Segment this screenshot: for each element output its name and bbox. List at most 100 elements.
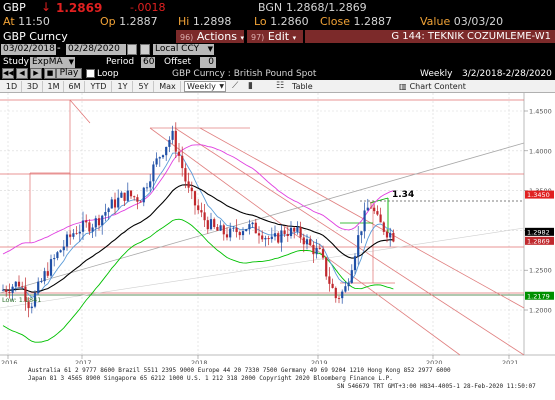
open-label: Op — [100, 15, 116, 28]
stop-icon[interactable]: ■ — [44, 68, 56, 79]
value-date-field: Value 03/03/20 — [420, 15, 503, 28]
high-field: Hi 1.2898 — [178, 15, 231, 28]
loop-checkbox[interactable] — [86, 69, 95, 78]
candle-body — [187, 181, 190, 188]
candle-body — [350, 270, 353, 283]
step-back-icon[interactable]: ◀ — [16, 68, 28, 79]
chart-canvas[interactable]: 1.34 Low: 1.1841 1.20001.25001.30001.350… — [0, 93, 555, 377]
bid-ask: 1.2868/1.2869 — [286, 1, 367, 14]
end-date-input[interactable]: 02/28/2020 — [66, 44, 126, 55]
candle-body — [168, 139, 171, 147]
period-1y[interactable]: 1Y — [113, 81, 133, 92]
actions-menu-button[interactable]: 96) Actions ▾ — [176, 30, 244, 43]
currency-mode-select[interactable]: Local CCY ▼ — [153, 44, 214, 55]
candle-body — [152, 164, 155, 182]
candle-body — [251, 222, 254, 225]
loop-label: Loop — [97, 69, 119, 79]
down-arrow-icon: ↓ — [41, 0, 52, 14]
candle-body — [344, 286, 347, 292]
candle-body — [360, 231, 363, 236]
function-title: G 144: TEKNIK COZUMLEME-W1 — [305, 30, 555, 43]
chart-content-icon: ▥ — [399, 82, 407, 91]
candle-body — [40, 281, 43, 282]
candle-body — [149, 181, 152, 188]
candle-body — [385, 231, 389, 238]
candle-body — [5, 289, 8, 292]
ticker-symbol: GBP — [3, 1, 26, 14]
start-date-input[interactable]: 03/02/2018 — [1, 44, 56, 55]
low-label: Lo — [254, 15, 267, 28]
price-tag — [525, 190, 554, 199]
candle-body — [190, 187, 193, 192]
period-label: Period — [106, 57, 135, 67]
candle-body — [245, 229, 248, 232]
candle-body — [315, 247, 318, 255]
trend-channel — [149, 127, 525, 356]
period-ytd[interactable]: YTD — [86, 81, 112, 92]
step-forward-icon[interactable]: ▶ — [30, 68, 42, 79]
candle-body — [203, 212, 206, 221]
candle-body — [139, 201, 142, 203]
table-icon[interactable]: ☷ — [276, 81, 285, 91]
candle-body — [216, 227, 219, 231]
currency-title: GBP Curncy — [3, 30, 68, 43]
chart-toolbar: 1D 3D 1M 6M YTD 1Y 5Y Max Weekly ▼ ⟋ ▮ ☷ … — [0, 80, 555, 93]
play-button[interactable]: Play — [56, 68, 82, 79]
candle-body — [17, 281, 21, 287]
source-label: BGN — [258, 1, 283, 14]
candlestick-icon[interactable]: ▮ — [248, 81, 253, 91]
close-value: 1.2887 — [353, 15, 392, 28]
calendar-icon[interactable] — [127, 44, 137, 55]
projection-box — [340, 197, 395, 284]
candle-body — [177, 151, 181, 156]
date-range-bar: 03/02/2018 - 02/28/2020 Local CCY ▼ — [0, 43, 555, 55]
candle-body — [379, 214, 382, 223]
candle-body — [184, 168, 187, 182]
table-button[interactable]: Table — [292, 82, 313, 91]
edit-menu-label: Edit — [267, 30, 290, 43]
candle-body — [91, 227, 94, 232]
period-1d[interactable]: 1D — [2, 81, 22, 92]
candle-body — [286, 233, 289, 237]
candle-body — [299, 227, 302, 238]
period-input[interactable]: 60 — [141, 57, 155, 68]
candle-body — [59, 250, 62, 253]
candle-body — [27, 301, 30, 309]
value-date-label: Value — [420, 15, 451, 28]
candle-body — [305, 239, 309, 245]
price-tag — [525, 227, 554, 236]
price-chart[interactable]: 1.34 Low: 1.1841 1.20001.25001.30001.350… — [0, 93, 555, 377]
candle-body — [328, 276, 331, 284]
candle-body — [193, 191, 197, 206]
uptrend-line — [0, 142, 525, 294]
candle-body — [37, 281, 40, 293]
edit-menu-button[interactable]: 97) Edit ▾ — [247, 30, 303, 43]
date-separator: - — [57, 43, 61, 54]
high-value: 1.2898 — [192, 15, 232, 28]
chart-content-button[interactable]: ▥ Chart Content — [399, 81, 466, 92]
candle-body — [133, 196, 136, 198]
candle-body — [325, 257, 328, 277]
calendar-icon[interactable] — [140, 44, 150, 55]
candle-body — [171, 130, 174, 140]
line-chart-icon[interactable]: ⟋ — [232, 81, 239, 91]
candle-body — [1, 289, 5, 291]
value-date: 03/03/20 — [453, 15, 504, 28]
candle-body — [78, 231, 81, 234]
period-3d[interactable]: 3D — [23, 81, 43, 92]
currency-mode-value: Local CCY — [155, 44, 200, 54]
candle-body — [392, 232, 395, 242]
candle-body — [110, 199, 113, 209]
period-5y[interactable]: 5Y — [134, 81, 154, 92]
period-max[interactable]: Max — [155, 81, 181, 92]
candle-body — [113, 199, 117, 208]
period-6m[interactable]: 6M — [65, 81, 85, 92]
candle-body — [174, 130, 177, 152]
candle-body — [337, 298, 341, 299]
study-select[interactable]: ExpMA ▼ — [30, 57, 75, 68]
rewind-icon[interactable]: ◀◀ — [2, 68, 14, 79]
candle-body — [206, 220, 209, 230]
period-1m[interactable]: 1M — [44, 81, 64, 92]
offset-input[interactable]: 0 — [200, 57, 216, 68]
frequency-select[interactable]: Weekly ▼ — [184, 81, 226, 92]
